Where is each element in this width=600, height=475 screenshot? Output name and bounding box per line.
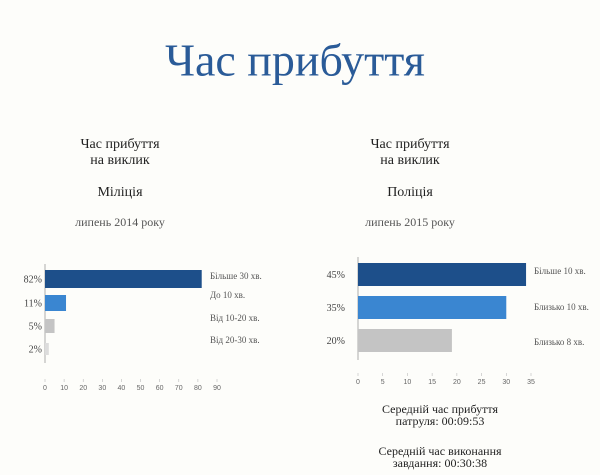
chart-period: липень 2015 року bbox=[365, 215, 455, 229]
summary-note: патруля: 00:09:53 bbox=[396, 414, 485, 428]
bar bbox=[45, 295, 67, 311]
bar bbox=[358, 329, 452, 352]
bar bbox=[45, 270, 202, 288]
x-tick-label: 20 bbox=[79, 385, 87, 392]
chart-title: на виклик bbox=[90, 153, 150, 168]
chart-subtitle: Міліція bbox=[97, 185, 143, 200]
summary-note: завдання: 00:30:38 bbox=[393, 456, 487, 470]
x-tick-label: 35 bbox=[527, 379, 535, 386]
x-tick-label: 25 bbox=[478, 379, 486, 386]
x-tick-label: 20 bbox=[453, 379, 461, 386]
category-label: До 10 хв. bbox=[210, 290, 245, 300]
x-tick-label: 70 bbox=[175, 385, 183, 392]
value-label: 20% bbox=[327, 336, 345, 347]
x-tick-label: 50 bbox=[137, 385, 145, 392]
value-label: 2% bbox=[29, 344, 42, 355]
x-tick-label: 60 bbox=[156, 385, 164, 392]
x-tick-label: 30 bbox=[502, 379, 510, 386]
x-tick-label: 0 bbox=[43, 385, 47, 392]
summary-note: Середній час прибуття bbox=[382, 402, 498, 416]
category-label: Від 20-30 хв. bbox=[210, 335, 260, 345]
slide-title: Час прибуття bbox=[165, 35, 425, 86]
category-label: Від 10-20 хв. bbox=[210, 313, 260, 323]
x-tick-label: 5 bbox=[381, 379, 385, 386]
x-tick-label: 10 bbox=[60, 385, 68, 392]
value-label: 35% bbox=[327, 303, 345, 314]
category-label: Більше 30 хв. bbox=[210, 271, 262, 281]
chart-subtitle: Поліція bbox=[387, 185, 433, 200]
x-tick-label: 80 bbox=[194, 385, 202, 392]
chart-title: Час прибуття bbox=[80, 137, 160, 152]
value-label: 11% bbox=[24, 298, 42, 309]
x-tick-label: 90 bbox=[213, 385, 221, 392]
bar bbox=[358, 296, 507, 319]
summary-note: Середній час виконання bbox=[378, 444, 502, 458]
x-tick-label: 10 bbox=[404, 379, 412, 386]
x-tick-label: 30 bbox=[98, 385, 106, 392]
bar bbox=[45, 343, 49, 355]
category-label: Близько 8 хв. bbox=[534, 337, 584, 347]
bar bbox=[358, 263, 527, 286]
value-label: 82% bbox=[24, 274, 42, 285]
category-label: Більше 10 хв. bbox=[534, 266, 586, 276]
value-label: 5% bbox=[29, 321, 42, 332]
x-tick-label: 0 bbox=[356, 379, 360, 386]
chart-period: липень 2014 року bbox=[75, 215, 165, 229]
x-tick-label: 40 bbox=[118, 385, 126, 392]
chart-title: на виклик bbox=[380, 153, 440, 168]
value-label: 45% bbox=[327, 270, 345, 281]
category-label: Близько 10 хв. bbox=[534, 302, 589, 312]
bar bbox=[45, 319, 55, 333]
chart-title: Час прибуття bbox=[370, 137, 450, 152]
x-tick-label: 15 bbox=[428, 379, 436, 386]
